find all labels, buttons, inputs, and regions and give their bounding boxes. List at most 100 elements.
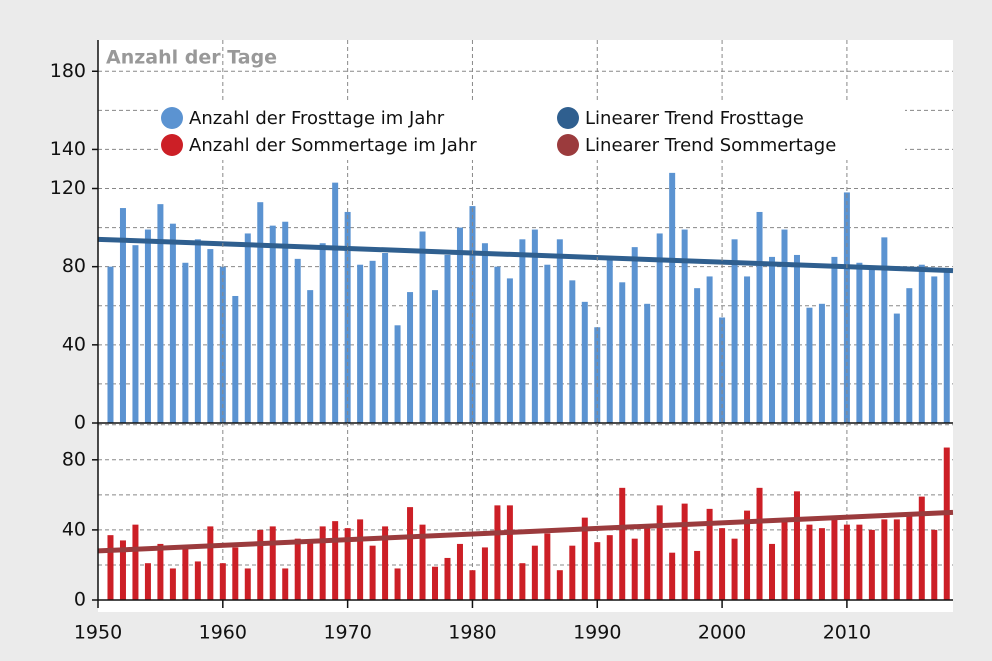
bar <box>619 282 626 423</box>
bar <box>169 223 176 423</box>
bar <box>769 256 776 423</box>
legend-marker <box>161 134 183 156</box>
bar <box>806 524 813 600</box>
legend-label: Linearer Trend Frosttage <box>585 108 804 129</box>
trend-line <box>97 509 954 554</box>
bar <box>706 276 713 423</box>
bar <box>931 529 938 600</box>
bar <box>369 545 376 600</box>
bar <box>569 545 576 600</box>
bar <box>544 264 551 423</box>
bar <box>357 264 364 423</box>
bar <box>744 276 751 423</box>
bar <box>694 288 701 423</box>
bar <box>481 243 488 423</box>
bar <box>694 550 701 600</box>
y-tick-label: 140 <box>50 138 86 160</box>
bar <box>407 507 414 600</box>
legend-marker <box>557 134 579 156</box>
bar <box>681 503 688 600</box>
bar <box>307 540 314 600</box>
y-tick-label: 180 <box>50 60 86 82</box>
bar <box>407 292 414 423</box>
bar <box>631 538 638 600</box>
bar <box>918 264 925 423</box>
bar <box>469 570 476 600</box>
bar <box>282 221 289 423</box>
bar <box>382 252 389 423</box>
bar <box>669 552 676 600</box>
bar <box>581 517 588 600</box>
bar <box>594 327 601 423</box>
bar <box>906 515 913 600</box>
bar <box>893 519 900 600</box>
bar <box>369 260 376 423</box>
bar <box>818 303 825 423</box>
bar <box>432 566 439 600</box>
bar <box>756 487 763 600</box>
bar <box>194 561 201 600</box>
legend-marker <box>161 107 183 129</box>
bar <box>793 254 800 423</box>
y-tick-label: 0 <box>74 412 86 434</box>
x-tick-label: 2000 <box>698 622 746 644</box>
bar <box>307 290 314 423</box>
bar <box>656 233 663 423</box>
bar <box>918 496 925 600</box>
legend-label: Anzahl der Sommertage im Jahr <box>189 135 477 156</box>
bar <box>681 229 688 423</box>
bar <box>456 227 463 423</box>
bar <box>481 547 488 600</box>
bar <box>656 505 663 600</box>
bar <box>881 519 888 600</box>
bar <box>631 247 638 423</box>
bar <box>906 288 913 423</box>
bar <box>282 568 289 600</box>
bar <box>606 535 613 600</box>
y-tick-label: 120 <box>50 177 86 199</box>
bar <box>269 526 276 600</box>
bar <box>731 239 738 423</box>
bar <box>831 256 838 423</box>
bar <box>868 529 875 600</box>
bar <box>756 211 763 423</box>
bar <box>394 325 401 423</box>
bar <box>519 239 526 423</box>
bar <box>444 557 451 600</box>
y-tick-label: 40 <box>62 333 86 355</box>
bar <box>669 172 676 423</box>
bar <box>893 313 900 423</box>
bar <box>843 524 850 600</box>
bar <box>494 266 501 423</box>
bar <box>244 568 251 600</box>
x-tick-label: 1980 <box>448 622 496 644</box>
bar <box>169 568 176 600</box>
bar <box>943 270 950 423</box>
bar <box>157 204 164 423</box>
bar <box>644 526 651 600</box>
x-tick-label: 2010 <box>823 622 871 644</box>
bar <box>931 276 938 423</box>
x-tick-label: 1950 <box>74 622 122 644</box>
bar <box>182 262 189 423</box>
bar <box>132 245 139 423</box>
bar <box>157 543 164 600</box>
bar <box>569 280 576 423</box>
bar <box>257 202 264 423</box>
bar <box>432 290 439 423</box>
chart-title: Anzahl der Tage <box>106 47 277 69</box>
bar <box>769 543 776 600</box>
bar <box>818 528 825 600</box>
bar <box>232 295 239 423</box>
bar <box>419 231 426 423</box>
bar <box>881 237 888 423</box>
bar <box>781 519 788 600</box>
bar <box>456 543 463 600</box>
bar <box>194 239 201 423</box>
y-tick-label: 40 <box>62 518 86 540</box>
bar <box>544 533 551 600</box>
bar <box>332 521 339 600</box>
bar <box>731 538 738 600</box>
bar <box>332 182 339 423</box>
